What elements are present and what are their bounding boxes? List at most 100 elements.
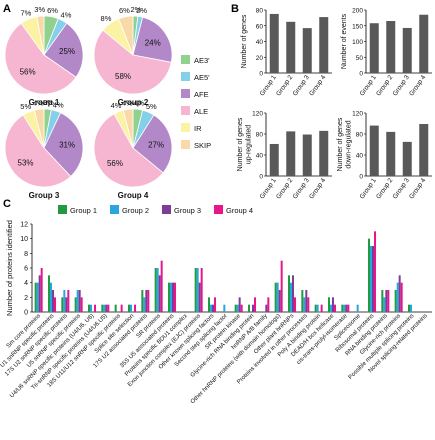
bar (130, 304, 132, 312)
bar (276, 282, 279, 312)
bar (214, 297, 216, 312)
slice-label: 5% (20, 102, 31, 111)
bar (319, 17, 329, 73)
pie-charts: 6%4%25%56%7% 3%Group 12%2%24%58%8%6%Group… (4, 5, 173, 200)
slice-label: 24% (145, 38, 161, 47)
slice-label: 4% (133, 98, 144, 107)
y-tick-label: 80 (256, 132, 264, 139)
legend-label: Group 2 (122, 206, 149, 215)
bar (147, 290, 150, 312)
y-tick-label: 50 (356, 55, 364, 62)
bar (385, 290, 388, 312)
slice-label: 3% (43, 98, 54, 107)
bar (334, 304, 336, 312)
slice-label: 2% (130, 5, 141, 14)
bar (265, 304, 268, 312)
bar (288, 275, 290, 312)
bar (314, 304, 317, 312)
bar (170, 282, 172, 312)
bar (234, 304, 237, 312)
bar (386, 21, 396, 73)
y-tick-label: 0 (259, 174, 263, 181)
legend-label: Group 4 (226, 206, 253, 215)
legend-swatch (181, 140, 190, 149)
legend-label: SKIP (194, 141, 211, 150)
bar (286, 21, 296, 73)
slice-label: 3% (34, 5, 45, 14)
legend-swatch (214, 205, 223, 214)
legend-label: AE5' (194, 73, 210, 82)
bar (372, 246, 374, 312)
bar (356, 304, 359, 312)
bar (223, 304, 226, 312)
pie-slice (132, 114, 173, 174)
x-tick-label: Group 4 (408, 74, 427, 98)
pie-slice (36, 15, 45, 56)
bar (319, 130, 329, 176)
bar (174, 282, 176, 312)
pie-3: 3% 4%31%53%5% 4%Group 3 (4, 98, 84, 200)
bar (368, 238, 370, 312)
bar (398, 275, 401, 312)
bar (301, 290, 304, 312)
bar (238, 297, 241, 312)
y-axis-label: up-regulated (245, 125, 252, 164)
bar (52, 290, 54, 312)
slice-label: 4% (33, 98, 44, 107)
bar (196, 268, 199, 312)
bar (328, 297, 330, 312)
pie-slice (132, 16, 173, 63)
bar (396, 282, 399, 312)
slice-label: 5% (146, 102, 157, 111)
pie-legend: AE3' AE5' AFE ALE IR SKIP (181, 55, 211, 150)
bar (141, 290, 144, 312)
bar (172, 282, 174, 312)
bar (134, 304, 136, 312)
bar (280, 260, 283, 312)
slice-label: 58% (115, 72, 131, 81)
slice-label: 6% (119, 6, 130, 15)
bar (212, 304, 214, 312)
x-tick-label: Group 4 (408, 177, 427, 201)
bar (269, 13, 279, 73)
bar (198, 282, 201, 312)
pie-slice (118, 15, 134, 56)
bar (88, 304, 90, 312)
bar (381, 290, 384, 312)
bar (252, 304, 254, 312)
bar (320, 304, 323, 312)
pie-title: Group 3 (29, 191, 60, 200)
x-tick-label: Group 4 (308, 74, 327, 98)
bar (305, 290, 308, 312)
legend-swatch (181, 72, 190, 81)
slice-label: 4% (53, 100, 64, 109)
panel-label-a: A (3, 3, 11, 15)
y-axis-label: Number of proteins identified (5, 220, 14, 316)
y-axis-label: Number of genes (237, 117, 244, 171)
legend-swatch (181, 106, 190, 115)
slice-label: 25% (59, 47, 75, 56)
bar (269, 143, 279, 176)
bar (419, 14, 429, 74)
bar (38, 275, 41, 312)
y-tick-label: 0 (359, 174, 363, 181)
bar (236, 304, 239, 312)
slice-label: 56% (20, 68, 36, 77)
pie-slice (4, 22, 77, 95)
bar (267, 297, 270, 312)
bar (254, 297, 256, 312)
bar (40, 268, 43, 312)
bar (303, 297, 306, 312)
pie-slice (4, 114, 72, 188)
bar (274, 282, 277, 312)
bar (90, 304, 92, 312)
bar (143, 297, 146, 312)
bar (50, 282, 52, 312)
bar (194, 268, 197, 312)
